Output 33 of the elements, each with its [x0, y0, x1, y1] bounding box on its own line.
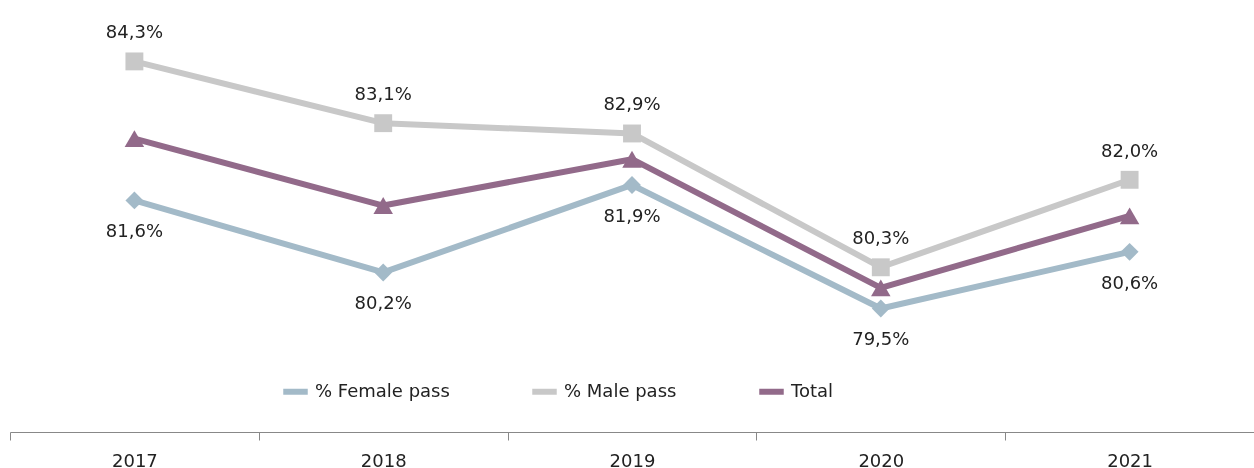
point: [1120, 242, 1139, 261]
x-tick-label: 2019: [609, 449, 656, 468]
point: [1120, 170, 1139, 189]
x-tick-label: 2020: [858, 449, 905, 468]
data-label: 80,3%: [852, 227, 910, 249]
legend-label: % Female pass: [315, 379, 450, 401]
point: [1119, 207, 1140, 225]
data-label: 82,9%: [603, 93, 661, 115]
data-label: 84,3%: [105, 21, 163, 43]
point: [623, 176, 641, 194]
point: [374, 114, 393, 133]
point: [125, 52, 144, 71]
data-label: 80,6%: [1101, 271, 1159, 293]
point: [871, 279, 891, 297]
x-tick-label: 2017: [111, 449, 158, 468]
point: [373, 197, 393, 214]
x-tick-label: 2018: [360, 449, 407, 468]
data-label: 79,5%: [852, 328, 910, 350]
data-label: 81,9%: [603, 204, 661, 226]
legend-label: % Male pass: [564, 379, 677, 401]
point: [871, 258, 890, 277]
x-tick-label: 2021: [1107, 449, 1154, 468]
point: [622, 150, 642, 168]
data-label: 81,6%: [105, 220, 163, 242]
point: [374, 263, 393, 282]
point: [125, 191, 144, 210]
legend-label: Total: [790, 379, 834, 401]
data-label: 83,1%: [354, 83, 412, 105]
point: [623, 124, 641, 143]
data-label: 82,0%: [1101, 139, 1159, 161]
point: [124, 130, 145, 148]
data-label: 80,2%: [354, 292, 412, 314]
point: [871, 299, 890, 318]
